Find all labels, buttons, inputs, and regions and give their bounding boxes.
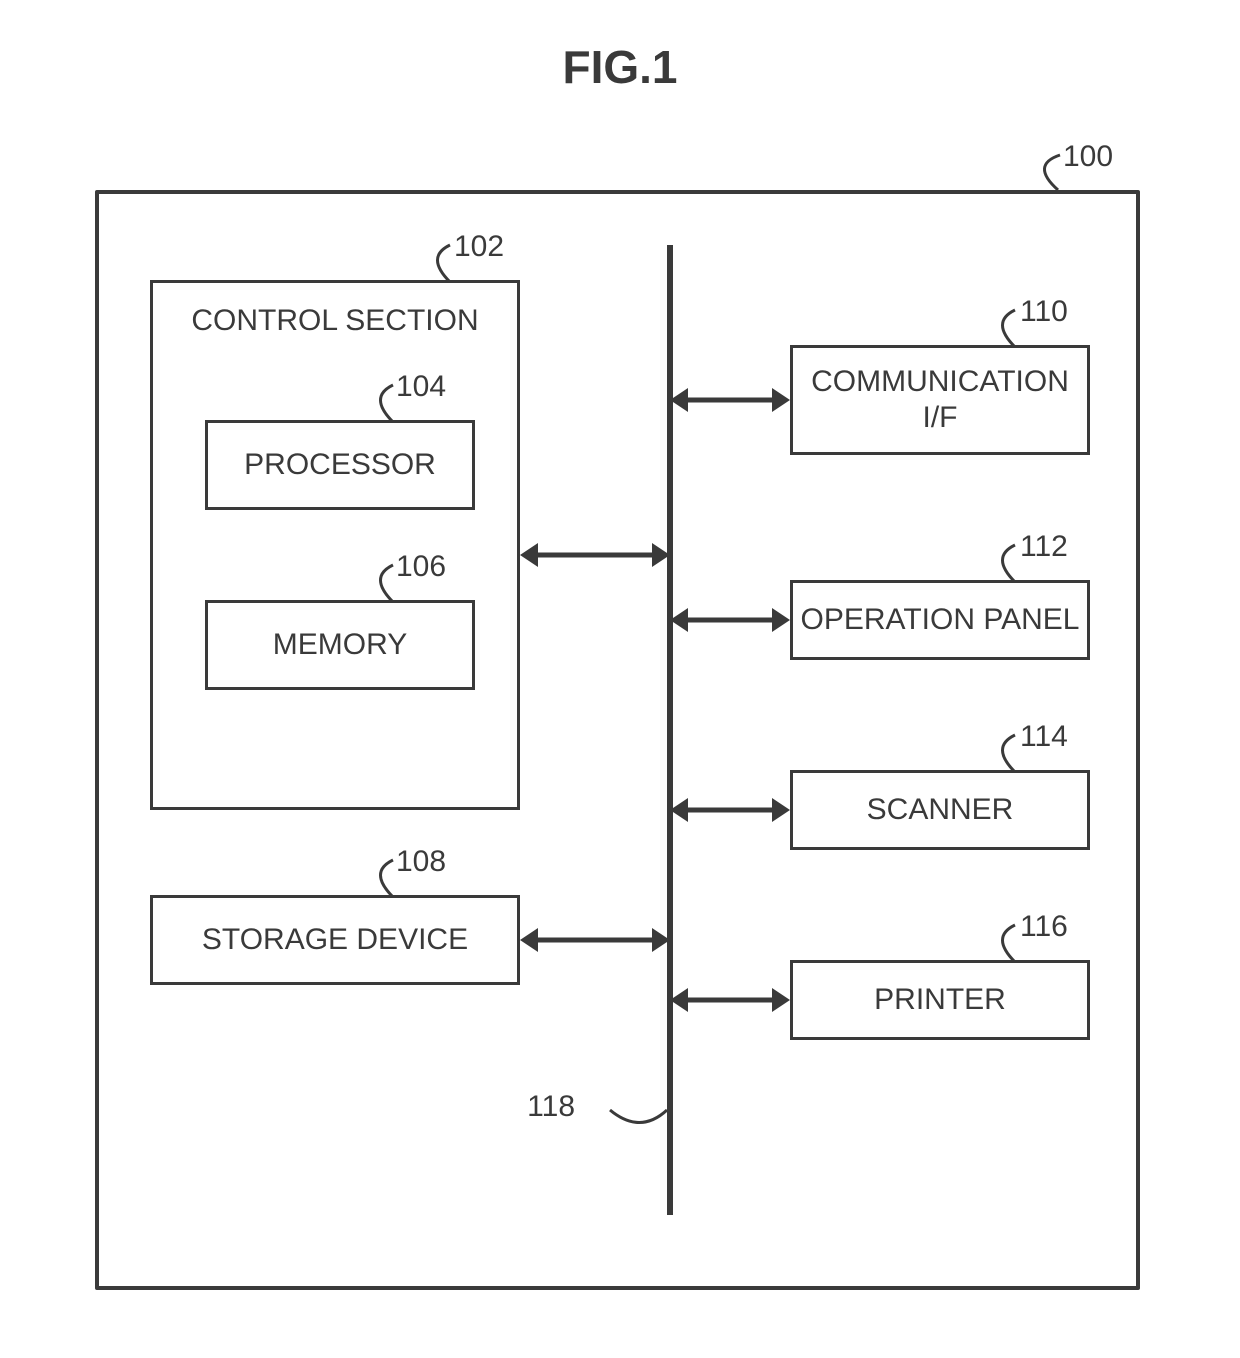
ref-number-102: 102 — [454, 230, 504, 264]
communication-if-label: COMMUNICATION I/F — [811, 364, 1069, 436]
ref-number-100: 100 — [1063, 140, 1113, 174]
control-section-title: CONTROL SECTION — [191, 303, 478, 339]
ref-number-106: 106 — [396, 550, 446, 584]
memory-box: MEMORY — [205, 600, 475, 690]
ref-number-108: 108 — [396, 845, 446, 879]
scanner-box: SCANNER — [790, 770, 1090, 850]
control-section-box: CONTROL SECTION — [150, 280, 520, 810]
ref-number-104: 104 — [396, 370, 446, 404]
memory-label: MEMORY — [273, 627, 407, 663]
ref-number-110: 110 — [1020, 295, 1068, 329]
figure-title: FIG.1 — [0, 40, 1240, 94]
storage-box: STORAGE DEVICE — [150, 895, 520, 985]
ref-number-116: 116 — [1020, 910, 1068, 944]
diagram-canvas: FIG.1 CONTROL SECTION PROCESSOR MEMORY S… — [0, 0, 1240, 1358]
ref-number-114: 114 — [1020, 720, 1068, 754]
processor-box: PROCESSOR — [205, 420, 475, 510]
communication-if-box: COMMUNICATION I/F — [790, 345, 1090, 455]
system-bus — [667, 245, 673, 1215]
processor-label: PROCESSOR — [244, 447, 436, 483]
scanner-label: SCANNER — [867, 792, 1014, 828]
ref-number-118: 118 — [527, 1090, 575, 1124]
operation-panel-box: OPERATION PANEL — [790, 580, 1090, 660]
printer-box: PRINTER — [790, 960, 1090, 1040]
operation-panel-label: OPERATION PANEL — [801, 602, 1080, 638]
printer-label: PRINTER — [874, 982, 1006, 1018]
storage-label: STORAGE DEVICE — [202, 922, 468, 958]
ref-number-112: 112 — [1020, 530, 1068, 564]
